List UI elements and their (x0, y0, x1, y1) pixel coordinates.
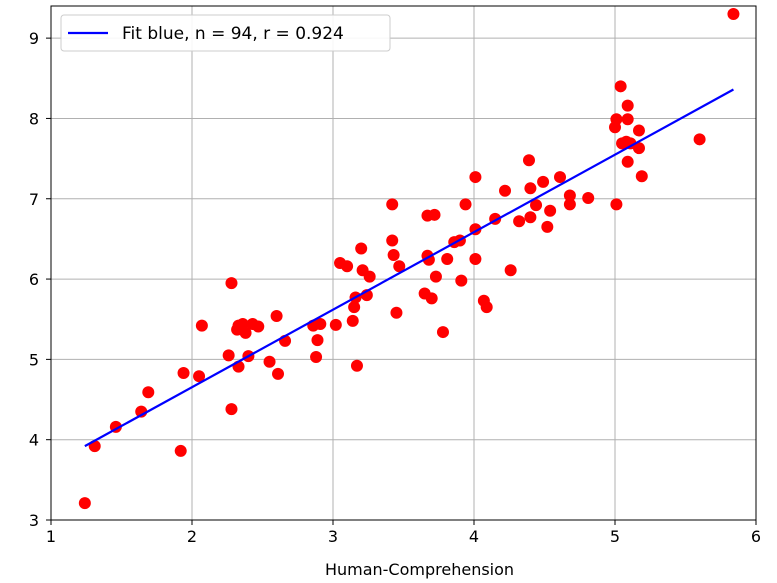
data-point (530, 199, 543, 212)
data-point (263, 355, 276, 368)
data-point (386, 234, 399, 247)
data-point (469, 171, 482, 184)
data-point (610, 198, 623, 211)
data-point (632, 124, 645, 137)
data-point (621, 99, 634, 112)
data-point (499, 184, 512, 197)
data-point (614, 80, 627, 93)
data-point (459, 198, 472, 211)
data-point (610, 113, 623, 126)
data-point (422, 253, 435, 266)
data-point (513, 215, 526, 228)
fit-line (84, 88, 734, 448)
data-point (632, 142, 645, 155)
data-point (429, 270, 442, 283)
fit-line-layer (84, 88, 734, 448)
data-point (554, 171, 567, 184)
data-point (142, 386, 155, 399)
data-point (390, 306, 403, 319)
data-point (563, 198, 576, 211)
y-tick-label: 9 (29, 29, 39, 48)
data-point (174, 444, 187, 457)
data-point (310, 350, 323, 363)
data-point (455, 274, 468, 287)
x-tick-label: 4 (469, 527, 479, 546)
data-point (541, 220, 554, 233)
y-tick-label: 5 (29, 350, 39, 369)
data-point (355, 242, 368, 255)
data-point (348, 301, 361, 314)
x-tick-label: 3 (328, 527, 338, 546)
data-point (621, 113, 634, 126)
data-point (363, 270, 376, 283)
y-tick-label: 7 (29, 190, 39, 209)
data-point (524, 211, 537, 224)
x-tick-label: 1 (46, 527, 56, 546)
data-point (341, 260, 354, 273)
data-point (393, 260, 406, 273)
x-tick-label: 2 (187, 527, 197, 546)
plot-frame (50, 5, 757, 521)
y-tick-label: 6 (29, 270, 39, 289)
data-point (350, 359, 363, 372)
data-point (387, 248, 400, 261)
data-point (428, 208, 441, 221)
data-point (635, 170, 648, 183)
data-point (222, 349, 235, 362)
y-tick-label: 4 (29, 431, 39, 450)
legend-box (60, 14, 391, 52)
data-points (78, 8, 740, 510)
axes (50, 5, 757, 521)
data-point (537, 175, 550, 188)
data-point (563, 189, 576, 202)
data-point (693, 133, 706, 146)
x-axis-title: Human-Comprehension (325, 560, 514, 579)
data-point (425, 292, 438, 305)
data-point (436, 326, 449, 339)
data-point (314, 318, 327, 331)
data-point (225, 277, 238, 290)
data-point (270, 310, 283, 323)
y-tick-label: 8 (29, 109, 39, 128)
data-point (441, 252, 454, 265)
data-point (480, 301, 493, 314)
data-point (311, 334, 324, 347)
y-tick-label: 3 (29, 511, 39, 530)
x-tick-label: 5 (610, 527, 620, 546)
data-point (386, 198, 399, 211)
legend: Fit blue, n = 94, r = 0.924 (60, 14, 391, 52)
data-point (239, 326, 252, 339)
data-point (621, 155, 634, 168)
data-point (504, 264, 517, 277)
data-point (469, 252, 482, 265)
data-point (544, 204, 557, 217)
x-tick-label: 6 (751, 527, 761, 546)
data-point (524, 182, 537, 195)
data-point (329, 318, 342, 331)
data-point (346, 314, 359, 327)
data-point (272, 367, 285, 380)
legend-label-fit-line: Fit blue, n = 94, r = 0.924 (122, 24, 344, 44)
data-point (78, 497, 91, 510)
data-point (582, 191, 595, 204)
data-point (522, 154, 535, 167)
data-point (177, 367, 190, 380)
data-point (193, 370, 206, 383)
tick-labels: 1 2 3 4 5 6 3 4 5 6 7 8 9 (29, 29, 761, 546)
data-point (195, 319, 208, 332)
data-point (225, 403, 238, 416)
data-point (727, 8, 740, 21)
data-point (252, 320, 265, 333)
